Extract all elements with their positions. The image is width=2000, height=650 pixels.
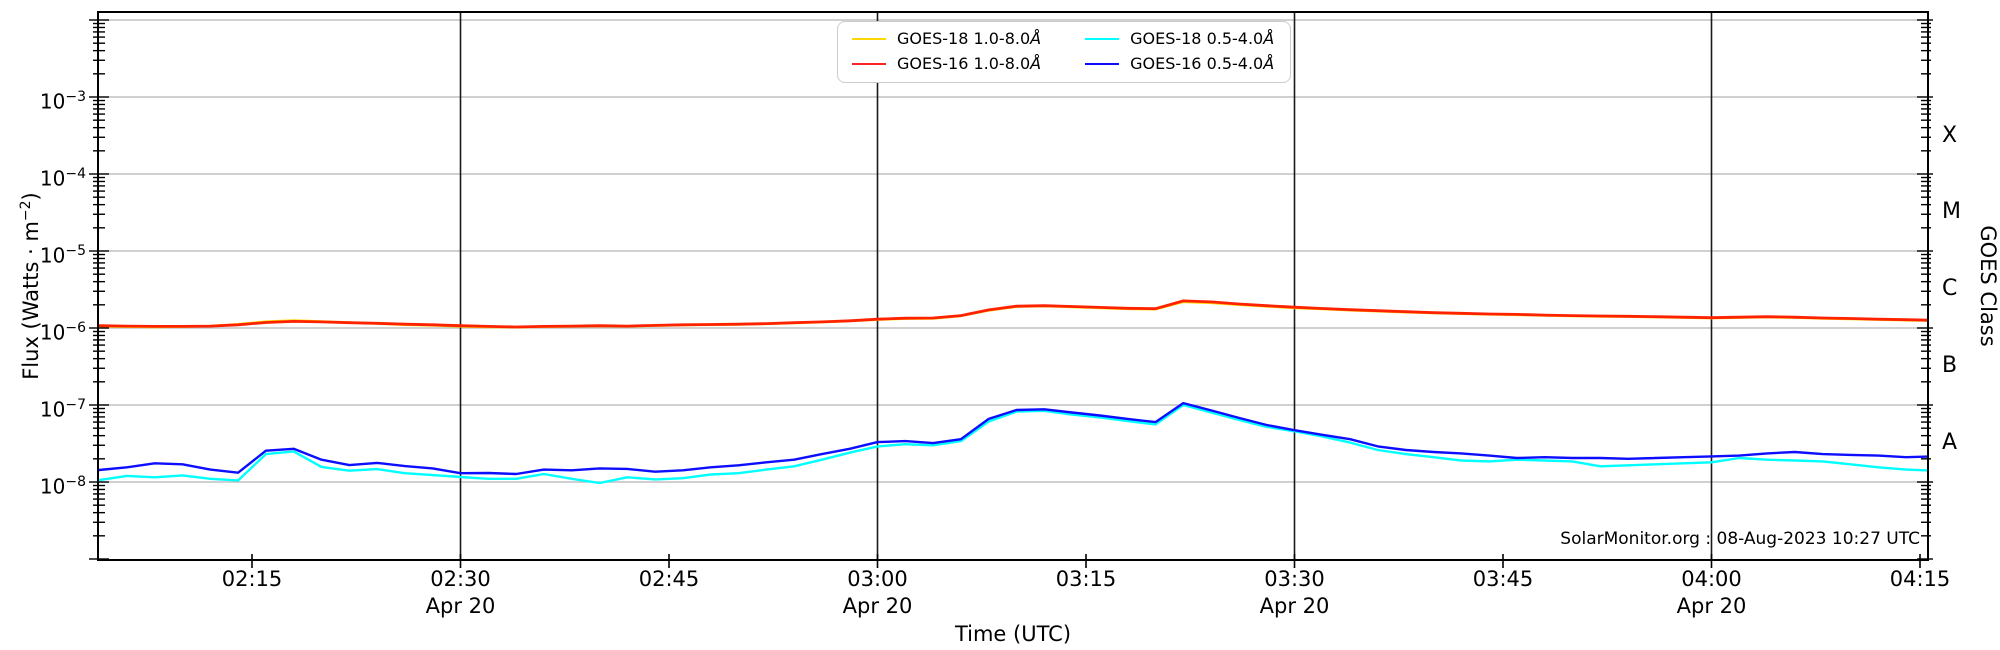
- legend-label: GOES-18 0.5-4.0Å: [1130, 29, 1275, 48]
- x-tick-0415: 04:15: [1889, 567, 1951, 591]
- x-date-0330: Apr 20: [1259, 594, 1330, 618]
- x-date-0230: Apr 20: [425, 594, 496, 618]
- legend-swatch-goes16-long: [852, 62, 886, 66]
- x-tick-0330: 03:30: [1264, 567, 1325, 591]
- class-label-x: X: [1942, 123, 1958, 148]
- y-axis-title-left: Flux (Watts · m−2): [18, 192, 43, 380]
- legend-label: GOES-16 1.0-8.0Å: [897, 54, 1042, 73]
- legend-label: GOES-16 0.5-4.0Å: [1130, 54, 1275, 73]
- legend-swatch-goes18-long: [852, 37, 886, 41]
- legend-item-goes16-short: GOES-16 0.5-4.0Å: [1085, 53, 1274, 75]
- y-tick-1e-7: 10−7: [39, 397, 86, 422]
- x-tick-0215: 02:15: [221, 567, 283, 591]
- y-tick-1e-3: 10−3: [39, 89, 86, 114]
- legend-swatch-goes16-short: [1085, 62, 1120, 66]
- y-tick-1e-4: 10−4: [39, 166, 86, 191]
- x-axis-title: Time (UTC): [954, 622, 1072, 646]
- legend-label: GOES-18 1.0-8.0Å: [897, 29, 1042, 48]
- legend-item-goes18-long: GOES-18 1.0-8.0Å: [852, 28, 1041, 50]
- x-tick-0345: 03:45: [1472, 567, 1534, 591]
- legend-swatch-goes18-short: [1085, 37, 1120, 41]
- x-date-0300: Apr 20: [842, 594, 913, 618]
- y-axis-title-right: GOES Class: [1976, 225, 2000, 347]
- y-tick-1e-5: 10−5: [39, 243, 86, 268]
- legend: GOES-18 1.0-8.0Å GOES-16 1.0-8.0Å GOES-1…: [837, 21, 1292, 83]
- x-tick-0400: 04:00: [1681, 567, 1742, 591]
- x-tick-0300: 03:00: [847, 567, 908, 591]
- legend-item-goes18-short: GOES-18 0.5-4.0Å: [1085, 28, 1274, 50]
- x-tick-0315: 03:15: [1055, 567, 1117, 591]
- class-label-a: A: [1942, 430, 1958, 455]
- class-label-m: M: [1942, 199, 1961, 224]
- class-label-c: C: [1942, 276, 1958, 301]
- y-tick-1e-8: 10−8: [39, 474, 86, 499]
- x-date-0400: Apr 20: [1676, 594, 1747, 618]
- x-tick-0245: 02:45: [638, 567, 700, 591]
- y-tick-1e-6: 10−6: [39, 320, 86, 345]
- legend-item-goes16-long: GOES-16 1.0-8.0Å: [852, 53, 1041, 75]
- class-label-b: B: [1942, 353, 1958, 378]
- x-tick-0230: 02:30: [430, 567, 491, 591]
- watermark-text: SolarMonitor.org : 08-Aug-2023 10:27 UTC: [1560, 529, 1920, 549]
